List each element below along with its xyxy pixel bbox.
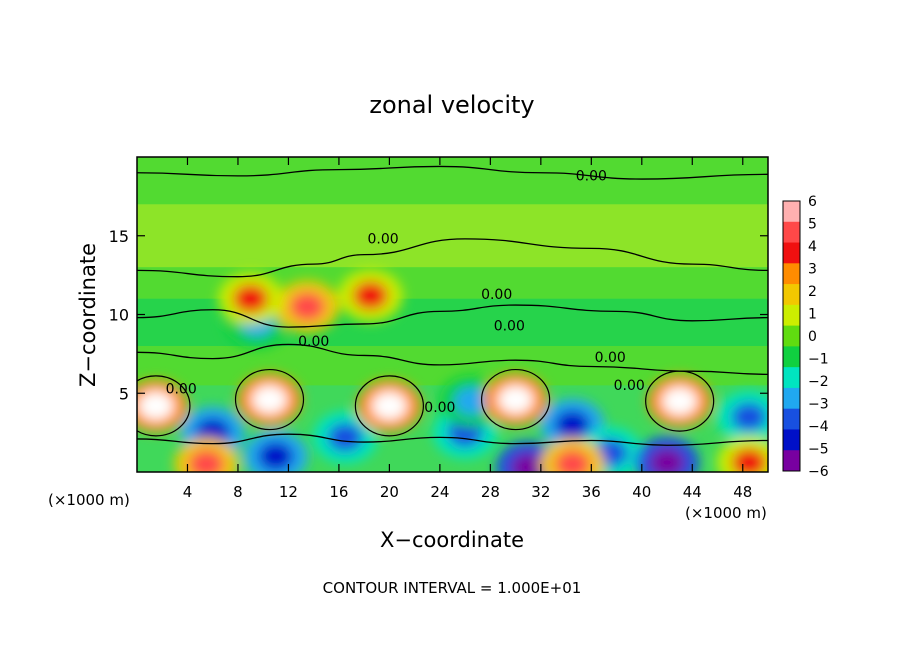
y-axis-label: Z−coordinate [76, 243, 100, 387]
field-cell [731, 402, 767, 432]
contour-line [137, 304, 768, 328]
x-tick-label: 12 [279, 483, 298, 501]
colorbar-tick-label: 6 [808, 194, 817, 210]
x-tick-label: 24 [430, 483, 449, 501]
field-cell [327, 423, 363, 452]
x-tick-label: 44 [683, 483, 702, 501]
contour-ring [354, 375, 424, 437]
contour-line [137, 433, 768, 446]
contour-label: 0.00 [166, 381, 197, 397]
x-tick-label: 20 [380, 483, 399, 501]
contour-ring [645, 370, 715, 432]
colorbar-tick-label: 5 [808, 217, 817, 233]
field-cell [188, 449, 225, 472]
field-cell [510, 452, 546, 472]
contour-label: 0.00 [368, 232, 399, 248]
plot-area: 0.00 0.00 0.00 0.00 0.00 0.00 0.00 0.00 0.00 [137, 157, 768, 472]
field-cell [731, 448, 767, 472]
colorbar-tick-label: 1 [808, 307, 817, 323]
colorbar-swatch [783, 201, 800, 223]
colorbar-swatch [783, 304, 800, 327]
contour-ring [480, 368, 551, 431]
colorbar-tick-label: −3 [808, 397, 829, 413]
field-bands [137, 157, 768, 386]
y-axis: 5 10 15 [109, 227, 768, 403]
field-cell [453, 386, 490, 416]
x-tick-label: 32 [531, 483, 550, 501]
colorbar-swatch [783, 346, 800, 368]
colorbar-swatch [783, 408, 800, 430]
contour-line [137, 165, 768, 180]
field-band [137, 157, 768, 205]
colorbar-swatch [783, 263, 800, 285]
x-axis-label: X−coordinate [380, 528, 524, 552]
contour-line [137, 343, 768, 375]
x-tick-label: 36 [582, 483, 601, 501]
contour-labels: 0.00 0.00 0.00 0.00 0.00 0.00 0.00 0.00 0.00 [166, 169, 645, 417]
field-cell [232, 284, 269, 314]
x-unit-left: (×1000 m) [48, 491, 130, 509]
y-tick-label: 10 [109, 306, 129, 325]
x-tick-label: 28 [481, 483, 500, 501]
contour-interval-note: CONTOUR INTERVAL = 1.000E+01 [323, 579, 582, 597]
zero-contours [137, 165, 768, 446]
colorbar-tick-label: −4 [808, 419, 829, 435]
contour-label: 0.00 [298, 334, 329, 350]
colorbar-swatch [783, 450, 800, 472]
contour-label: 0.00 [424, 400, 455, 416]
contour-label: 0.00 [576, 169, 607, 185]
field-cell [497, 385, 534, 414]
field-cell [371, 391, 407, 421]
chart-title: zonal velocity [369, 91, 534, 119]
colorbar-swatch [783, 284, 800, 306]
y-tick-label: 5 [119, 384, 129, 403]
colorbar-tick-label: −2 [808, 374, 829, 390]
colorbar-tick-label: 2 [808, 284, 817, 300]
contour-ring [234, 368, 305, 431]
x-tick-label: 4 [183, 483, 193, 501]
field-cell [554, 449, 590, 472]
colorbar: 6 5 4 3 2 1 0 −1 −2 −3 −4 −5 −6 [782, 194, 829, 480]
x-tick-label: 8 [233, 483, 243, 501]
contour-label: 0.00 [494, 318, 525, 334]
x-tick-label: 40 [632, 483, 651, 501]
y-tick-label: 15 [109, 227, 129, 246]
colorbar-swatch [783, 387, 800, 410]
field-cells [137, 269, 768, 472]
colorbar-tick-label: 3 [808, 262, 817, 278]
contour-label: 0.00 [481, 287, 512, 303]
colorbar-swatch [783, 367, 800, 389]
contour-label: 0.00 [614, 378, 645, 394]
colorbar-frame [782, 200, 801, 472]
contour-line [137, 238, 768, 278]
colorbar-tick-label: −1 [808, 352, 829, 368]
colorbar-tick-label: 0 [808, 329, 817, 345]
colorbar-swatch [783, 221, 800, 244]
x-tick-label: 48 [733, 483, 752, 501]
x-axis: 4 8 12 16 20 24 28 32 36 40 44 48 [183, 157, 752, 501]
colorbar-swatch [783, 429, 800, 451]
colorbar-tick-label: 4 [808, 239, 817, 255]
field-cell [554, 410, 590, 440]
contour-ring [137, 375, 191, 437]
colorbar-tick-label: −6 [808, 464, 829, 480]
field-cell [251, 385, 288, 414]
field-cell [352, 281, 389, 310]
field-band [137, 204, 768, 268]
field-cell [662, 386, 698, 416]
contour-label: 0.00 [595, 350, 626, 366]
colorbar-swatch [783, 242, 800, 264]
field-band [137, 346, 768, 386]
field-cell [138, 391, 174, 421]
field-cell [289, 292, 325, 321]
colorbar-tick-label: −5 [808, 442, 829, 458]
colorbar-swatch [783, 325, 800, 347]
x-tick-label: 16 [329, 483, 348, 501]
field-cell [258, 441, 294, 471]
x-unit-right: (×1000 m) [685, 504, 767, 522]
field-cell [649, 448, 685, 472]
